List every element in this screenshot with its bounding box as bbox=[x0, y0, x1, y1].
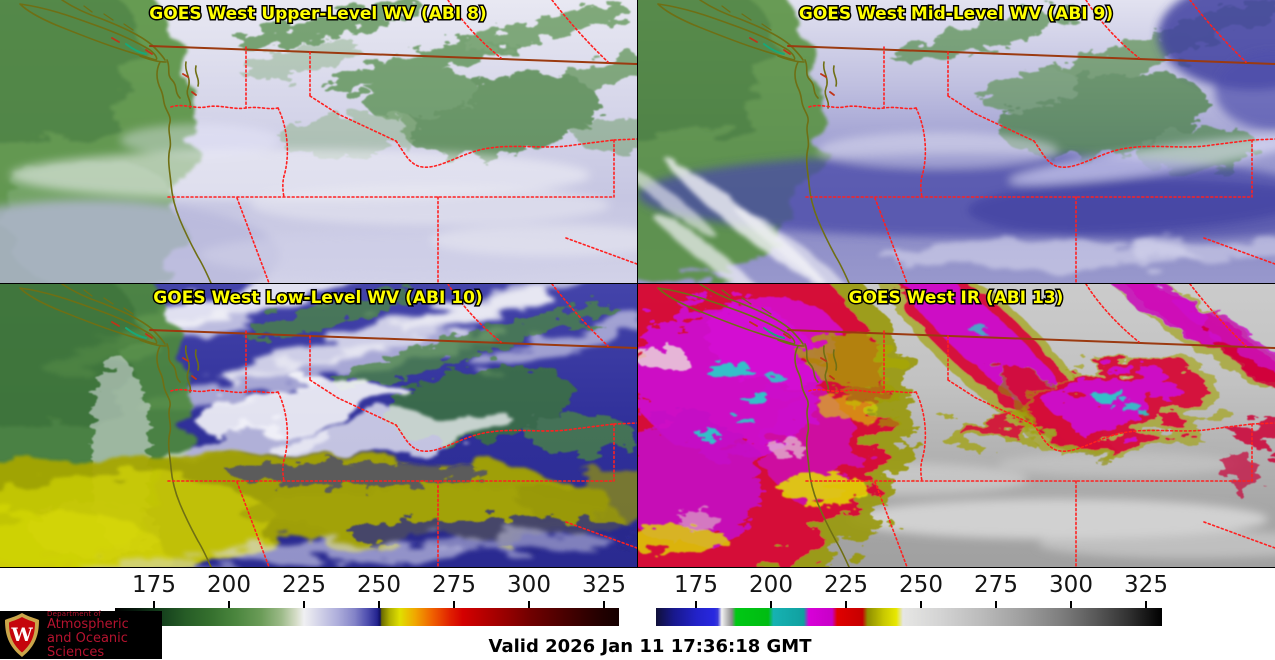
quadrant-abi13: GOES West IR (ABI 13) bbox=[638, 284, 1275, 567]
wv-colorbar-tick-label: 225 bbox=[282, 572, 326, 598]
wv-colorbar-tick-label: 325 bbox=[582, 572, 626, 598]
quadrant-title-abi10: GOES West Low-Level WV (ABI 10) bbox=[153, 288, 482, 308]
tick-mark bbox=[845, 601, 847, 608]
quadrant-abi9: GOES West Mid-Level WV (ABI 9) bbox=[638, 0, 1275, 283]
tick-mark bbox=[378, 601, 380, 608]
ir-colorbar-tick-label: 175 bbox=[674, 572, 718, 598]
tick-mark bbox=[1070, 601, 1072, 608]
logo-line2: Atmospheric bbox=[47, 617, 129, 633]
quadrant-abi8: GOES West Upper-Level WV (ABI 8) bbox=[0, 0, 637, 283]
ir-colorbar-tick-label: 250 bbox=[899, 572, 943, 598]
tick-mark bbox=[453, 601, 455, 608]
wv-colorbar-tick-label: 250 bbox=[357, 572, 401, 598]
logo-line3: and Oceanic Sciences bbox=[47, 630, 128, 660]
ir-colorbar bbox=[656, 608, 1162, 626]
uw-aos-logo: W Department of Atmospheric and Oceanic … bbox=[0, 609, 162, 660]
legend-panel: 175 200 225 250 275 300 325 175 200 225 … bbox=[0, 568, 1275, 659]
tick-mark bbox=[770, 601, 772, 608]
ir-colorbar-tick-label: 275 bbox=[974, 572, 1018, 598]
logo-dept-line: Department of bbox=[47, 609, 101, 618]
quadrant-title-abi9: GOES West Mid-Level WV (ABI 9) bbox=[799, 4, 1113, 24]
ir-colorbar-tick-label: 225 bbox=[824, 572, 868, 598]
wv-colorbar-tick-label: 275 bbox=[432, 572, 476, 598]
tick-mark bbox=[995, 601, 997, 608]
ir-colorbar-tick-label: 300 bbox=[1049, 572, 1093, 598]
valid-time: Valid 2026 Jan 11 17:36:18 GMT bbox=[488, 636, 812, 657]
ir-colorbar-tick-label: 325 bbox=[1124, 572, 1168, 598]
uw-crest-icon: W bbox=[5, 613, 39, 657]
tick-mark bbox=[228, 601, 230, 608]
satellite-imagery-grid: GOES West Upper-Level WV (ABI 8) bbox=[0, 0, 1275, 568]
logo-text: Department of Atmospheric and Oceanic Sc… bbox=[47, 609, 162, 660]
quadrant-title-abi8: GOES West Upper-Level WV (ABI 8) bbox=[149, 4, 486, 24]
tick-mark bbox=[303, 601, 305, 608]
quadrant-abi10: GOES West Low-Level WV (ABI 10) bbox=[0, 284, 637, 567]
ir-colorbar-tick-label: 200 bbox=[749, 572, 793, 598]
svg-text:W: W bbox=[10, 624, 33, 646]
tick-mark bbox=[603, 601, 605, 608]
wv-colorbar-tick-label: 300 bbox=[507, 572, 551, 598]
tick-mark bbox=[528, 601, 530, 608]
wv-colorbar-tick-label: 200 bbox=[207, 572, 251, 598]
tick-mark bbox=[695, 601, 697, 608]
tick-mark bbox=[153, 601, 155, 608]
tick-mark bbox=[920, 601, 922, 608]
wv-colorbar bbox=[115, 608, 619, 626]
wv-colorbar-tick-label: 175 bbox=[132, 572, 176, 598]
quadrant-title-abi13: GOES West IR (ABI 13) bbox=[849, 288, 1064, 308]
tick-mark bbox=[1145, 601, 1147, 608]
